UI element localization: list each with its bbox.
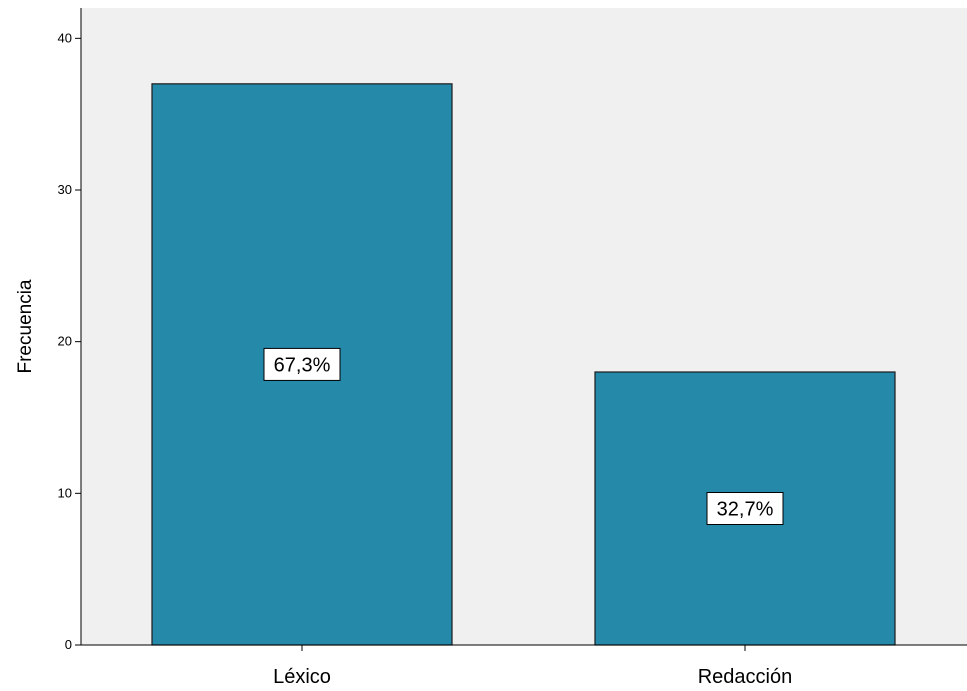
data-label: 67,3%: [263, 347, 341, 381]
x-category-label: Redacción: [698, 666, 793, 688]
x-category-label: Léxico: [273, 666, 331, 688]
data-label-box: [263, 347, 341, 381]
axes-layer: 0 10 20 30 40 Léxico Redacción: [58, 8, 967, 688]
data-labels-layer: 67,3% 32,7%: [263, 347, 784, 525]
data-label-box: [706, 492, 784, 525]
y-tick-label: 0: [65, 637, 72, 652]
y-tick-label: 40: [58, 30, 72, 45]
y-tick-label: 10: [58, 485, 72, 500]
y-tick-label: 30: [58, 182, 72, 197]
y-tick-label: 20: [58, 334, 72, 349]
data-label-text: 67,3%: [274, 354, 331, 376]
data-label: 32,7%: [706, 492, 784, 525]
y-axis-title: Frecuencia: [15, 279, 36, 373]
data-label-text: 32,7%: [717, 499, 774, 521]
